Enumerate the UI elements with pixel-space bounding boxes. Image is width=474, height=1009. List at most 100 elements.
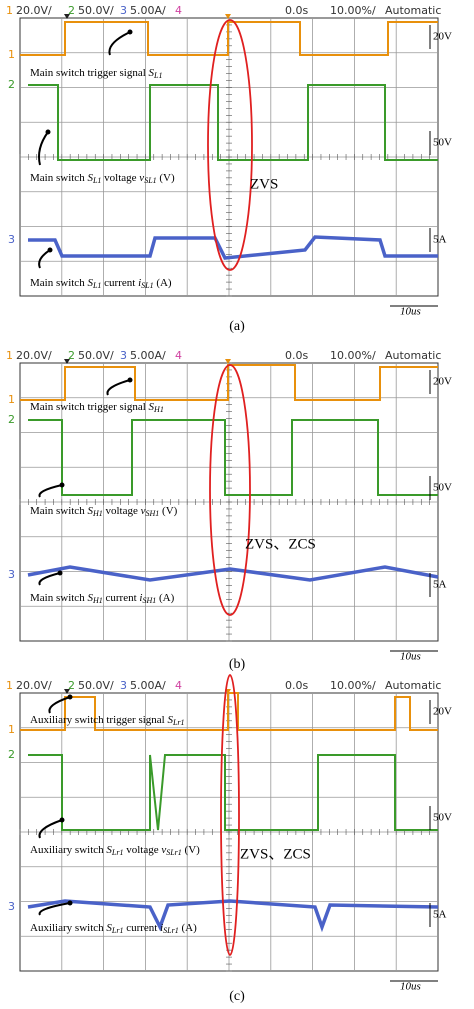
- label-part: current: [103, 592, 140, 604]
- channel-marker: 2: [8, 78, 15, 91]
- label-subscript: L1: [153, 71, 162, 80]
- highlight: [209, 364, 251, 616]
- channel-number: 3: [120, 4, 127, 17]
- label-part: v: [141, 505, 146, 517]
- trigger-marker: [64, 689, 70, 694]
- channel-number: 2: [68, 679, 75, 692]
- channel-marker: 1: [8, 723, 15, 736]
- label-part: Main switch: [30, 505, 87, 517]
- scale-label: 20V: [433, 376, 452, 388]
- timebase: 10.00%/: [330, 679, 376, 692]
- label-part: Main switch trigger signal: [30, 67, 149, 79]
- label-part: i: [139, 592, 142, 604]
- scale-label: 20V: [433, 31, 452, 43]
- scale-label: 5A: [433, 909, 447, 921]
- channel-number: 2: [68, 4, 75, 17]
- label-part: S: [106, 922, 112, 934]
- label-part: Auxiliary switch: [30, 922, 106, 934]
- label-subscript: H1: [153, 405, 164, 414]
- label-part: Main switch: [30, 592, 87, 604]
- switching-mark: ZVS、ZCS: [240, 846, 311, 862]
- channel-scale: 5.00A/: [130, 4, 166, 17]
- label-subscript: Lr1: [172, 718, 185, 727]
- time-offset: 0.0s: [285, 679, 308, 692]
- trigger-marker: [225, 359, 231, 364]
- arrow: [38, 249, 51, 269]
- arrow-head: [45, 129, 51, 135]
- label-part: (V): [182, 844, 200, 856]
- trigger-marker: [64, 359, 70, 364]
- arrow: [106, 379, 131, 396]
- channel-marker: 3: [8, 900, 15, 913]
- label-part: (V): [157, 172, 175, 184]
- label-subscript: L1: [92, 281, 101, 290]
- channel-number: 1: [6, 679, 13, 692]
- time-scale-label: 10us: [400, 981, 421, 993]
- channel-number: 4: [175, 679, 182, 692]
- scale-label: 50V: [433, 137, 452, 149]
- arrow: [38, 484, 63, 498]
- channel-scale: 5.00A/: [130, 679, 166, 692]
- label-part: S: [87, 277, 93, 289]
- channel-scale: 5.00A/: [130, 349, 166, 362]
- arrow-head: [127, 29, 133, 35]
- switching-mark: ZVS、ZCS: [245, 536, 316, 552]
- arrow-head: [67, 694, 73, 700]
- label-part: Main switch: [30, 277, 87, 289]
- signal-label: Main switch SH1​ voltage vSH1​ (V): [30, 505, 178, 518]
- waveform: [28, 235, 438, 260]
- label-subscript: H1: [92, 596, 103, 605]
- waveform: [20, 364, 438, 401]
- label-part: (V): [159, 505, 177, 517]
- trigger-mode: Automatic: [385, 679, 441, 692]
- caption: (b): [229, 657, 246, 672]
- label-part: S: [167, 714, 173, 726]
- label-part: current: [123, 922, 160, 934]
- trigger-mode: Automatic: [385, 349, 441, 362]
- arrow: [48, 696, 71, 714]
- caption: (c): [229, 989, 245, 1004]
- channel-scale: 20.0V/: [16, 679, 52, 692]
- arrow-head: [67, 900, 73, 906]
- channel-scale: 50.0V/: [78, 679, 114, 692]
- channel-marker: 3: [8, 233, 15, 246]
- label-subscript: L1: [92, 176, 101, 185]
- label-subscript: SL1: [144, 176, 156, 185]
- signal-label: Main switch trigger signal SL1​: [30, 67, 163, 80]
- channel-number: 2: [68, 349, 75, 362]
- signal-label: Main switch SL1​ current iSL1​ (A): [30, 277, 172, 290]
- arrow: [108, 31, 131, 56]
- channel-number: 1: [6, 4, 13, 17]
- label-part: S: [149, 401, 155, 413]
- label-subscript: Lr1: [111, 848, 124, 857]
- scope-panel: 1 20.0V/2 50.0V/3 5.00A/4 0.0s 10.00%/Automat…: [6, 674, 452, 993]
- label-subscript: SLr1: [163, 926, 179, 935]
- arrow: [38, 131, 49, 166]
- channel-number: 4: [175, 349, 182, 362]
- arrow-head: [47, 247, 53, 253]
- label-part: Main switch: [30, 172, 87, 184]
- highlight: [220, 674, 240, 956]
- trigger-mode: Automatic: [385, 4, 441, 17]
- label-part: Auxiliary switch trigger signal: [30, 714, 167, 726]
- label-subscript: SL1: [141, 281, 153, 290]
- label-part: S: [87, 505, 93, 517]
- arrow-head: [57, 570, 63, 576]
- label-part: Auxiliary switch: [30, 844, 106, 856]
- channel-scale: 50.0V/: [78, 349, 114, 362]
- channel-number: 3: [120, 679, 127, 692]
- label-part: voltage: [123, 844, 161, 856]
- label-subscript: H1: [92, 509, 103, 518]
- channel-number: 3: [120, 349, 127, 362]
- label-subscript: SLr1: [166, 848, 182, 857]
- label-part: (A): [156, 592, 174, 604]
- label-part: i: [138, 277, 141, 289]
- switching-mark: ZVS: [250, 176, 278, 192]
- label-part: Main switch trigger signal: [30, 401, 149, 413]
- channel-number: 1: [6, 349, 13, 362]
- label-part: current: [101, 277, 138, 289]
- arrow-head: [127, 377, 133, 383]
- waveform: [28, 754, 438, 831]
- signal-label: Main switch SH1​ current iSH1​ (A): [30, 592, 175, 605]
